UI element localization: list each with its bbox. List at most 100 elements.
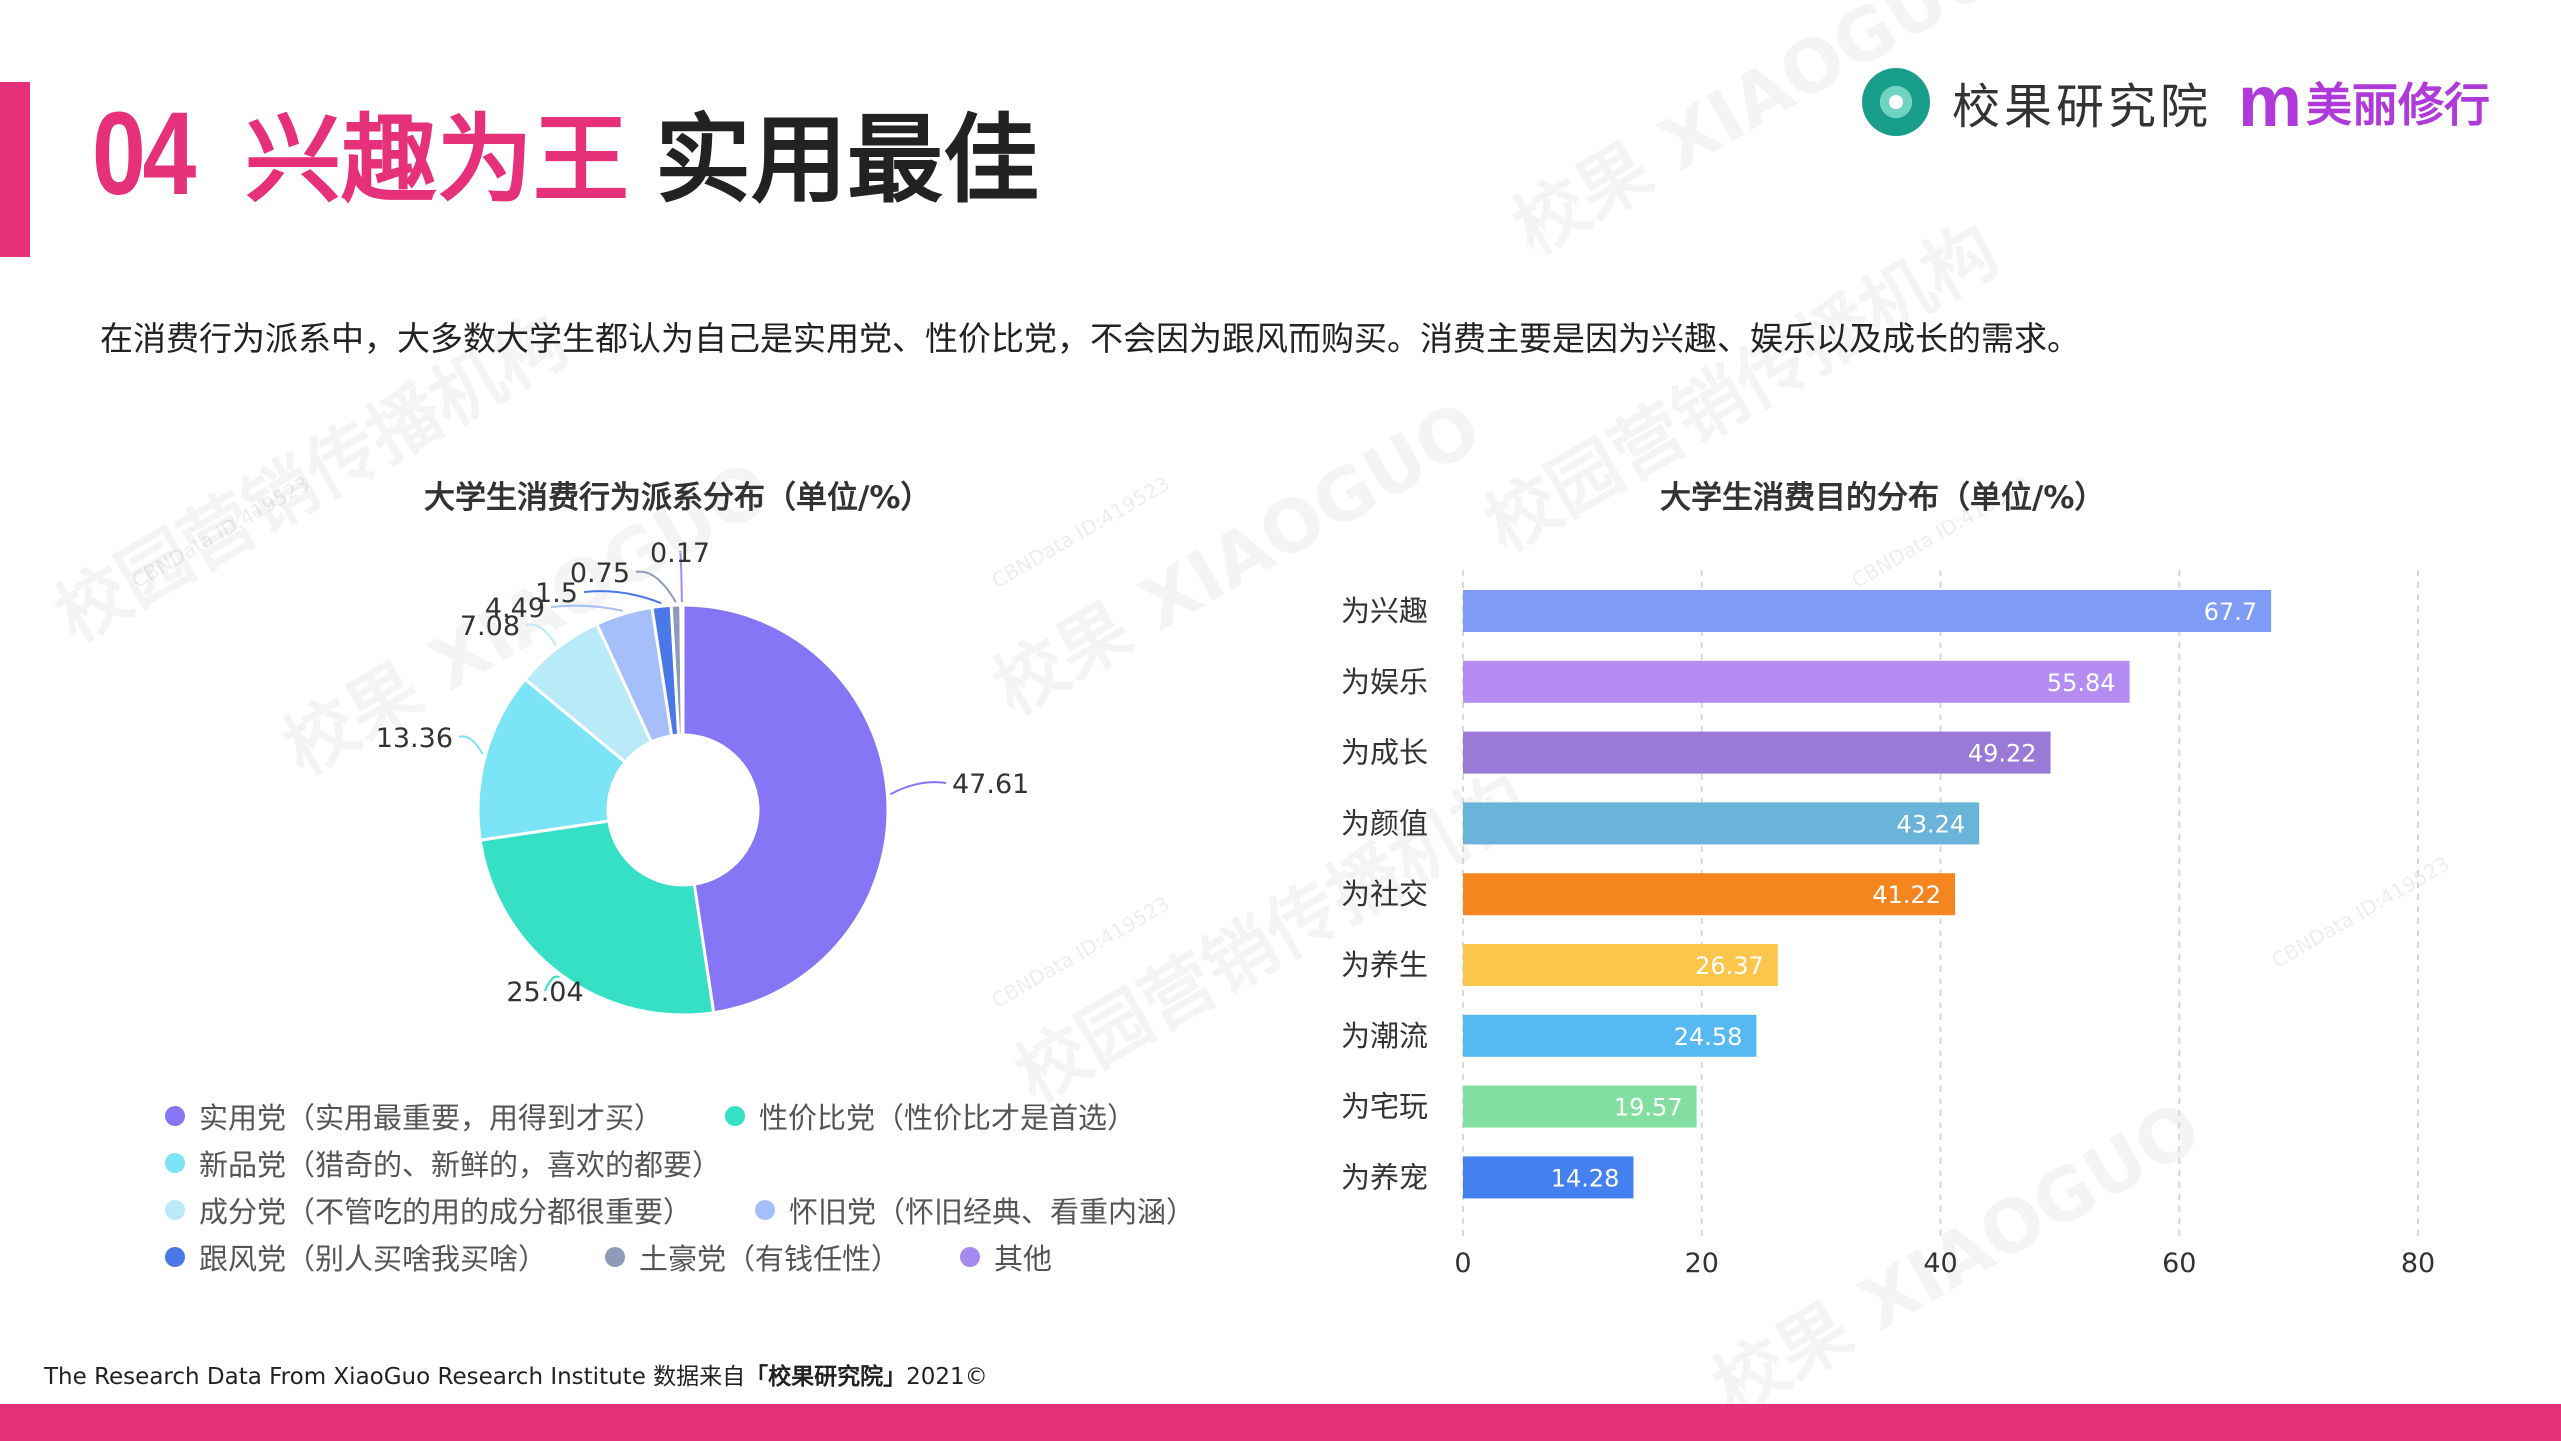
bar <box>1463 660 2130 703</box>
legend-dot-icon <box>755 1199 775 1220</box>
pie-slice <box>476 677 628 842</box>
x-tick-label: 40 <box>1923 1248 1957 1279</box>
legend-row: 实用党（实用最重要，用得到才买） 性价比党（性价比才是首选） <box>165 1092 1265 1139</box>
partner-name: 美丽修行 <box>2306 78 2491 132</box>
bar <box>1463 1085 1697 1128</box>
source-note: The Research Data From XiaoGuo Research … <box>44 1357 988 1391</box>
legend-item: 成分党（不管吃的用的成分都很重要） <box>165 1189 755 1231</box>
legend-dot-icon <box>165 1199 185 1220</box>
category-label: 为社交 <box>1341 877 1428 911</box>
bar <box>1463 1014 1757 1057</box>
page-title-highlight: 兴趣为王 <box>245 104 629 216</box>
pie-leader-line <box>889 781 947 796</box>
legend-label: 实用党（实用最重要，用得到才买） <box>199 1100 664 1135</box>
legend-item: 土豪党（有钱任性） <box>605 1236 960 1278</box>
source-suffix: 2021© <box>906 1364 988 1390</box>
source-name: 「校果研究院」 <box>745 1364 907 1390</box>
pie-leader-line <box>583 590 662 605</box>
pie-data-label: 0.17 <box>650 538 710 569</box>
bar-value-label: 24.58 <box>1674 1023 1743 1051</box>
pie-leader-line <box>458 735 484 755</box>
bar-value-label: 49.22 <box>1968 740 2037 768</box>
legend-dot-icon <box>605 1246 625 1267</box>
pie-leader-line <box>525 623 557 646</box>
pie-chart-title: 大学生消费行为派系分布（单位/%） <box>424 480 932 516</box>
legend-label: 其他 <box>994 1241 1053 1276</box>
source-prefix: The Research Data From XiaoGuo Research … <box>44 1364 746 1390</box>
bar-value-label: 19.57 <box>1614 1094 1683 1122</box>
category-label: 为宅玩 <box>1341 1090 1428 1124</box>
pie-slice <box>681 603 890 1015</box>
bar-value-label: 43.24 <box>1896 810 1965 838</box>
legend-row: 成分党（不管吃的用的成分都很重要） 怀旧党（怀旧经典、看重内涵） <box>165 1186 1265 1233</box>
x-tick-label: 0 <box>1454 1248 1471 1279</box>
x-tick-label: 80 <box>2401 1248 2435 1279</box>
pie-leader-line <box>544 975 560 992</box>
legend-label: 性价比党（性价比才是首选） <box>759 1100 1137 1135</box>
bar-value-label: 14.28 <box>1551 1164 1620 1192</box>
legend-item: 实用党（实用最重要，用得到才买） <box>165 1095 725 1137</box>
legend-label: 新品党（猎奇的、新鲜的，喜欢的都要） <box>199 1147 722 1182</box>
bar-chart: 0 20 40 60 80 67.7 为兴趣 55.84 为娱乐 49.22 为成长 43.24 为颜值… <box>1341 570 2435 1279</box>
bar-value-label: 55.84 <box>2047 669 2116 697</box>
legend-item: 新品党（猎奇的、新鲜的，喜欢的都要） <box>165 1142 721 1184</box>
pie-leader-line <box>679 550 683 603</box>
legend-label: 跟风党（别人买啥我买啥） <box>199 1241 548 1276</box>
legend-dot-icon <box>165 1105 185 1126</box>
legend-row: 新品党（猎奇的、新鲜的，喜欢的都要） <box>165 1139 1265 1186</box>
brand-logo-icon <box>1862 68 1930 136</box>
legend-dot-icon <box>960 1246 980 1267</box>
bar <box>1463 590 2272 632</box>
pie-data-label: 4.49 <box>485 593 545 624</box>
bar <box>1463 944 1778 986</box>
bar <box>1463 731 2051 774</box>
category-label: 为颜值 <box>1341 806 1428 840</box>
pie-slice <box>679 603 685 737</box>
legend-row: 跟风党（别人买啥我买啥） 土豪党（有钱任性） 其他 <box>165 1233 1265 1280</box>
legend-dot-icon <box>165 1246 185 1267</box>
pie-leader-line <box>635 570 677 603</box>
pie-data-label: 7.08 <box>460 611 520 642</box>
pie-data-label: 47.61 <box>952 769 1029 800</box>
bar-value-label: 26.37 <box>1695 952 1764 980</box>
brand-block: 校果研究院 m 美丽修行 <box>1862 62 2490 142</box>
bar-value-label: 67.7 <box>2204 598 2257 626</box>
category-label: 为娱乐 <box>1341 665 1428 699</box>
legend-dot-icon <box>165 1152 185 1173</box>
pie-data-label: 25.04 <box>506 977 583 1008</box>
intro-text: 在消费行为派系中，大多数大学生都认为自己是实用党、性价比党，不会因为跟风而购买。… <box>100 319 2080 358</box>
category-label: 为养宠 <box>1341 1160 1428 1194</box>
pie-chart: 47.61 25.04 13.36 7.084.491.50.75 0.17 <box>376 538 1029 1017</box>
bar <box>1463 1156 1634 1199</box>
legend-label: 怀旧党（怀旧经典、看重内涵） <box>789 1194 1196 1229</box>
pie-data-label: 0.75 <box>570 558 630 589</box>
x-tick-label: 20 <box>1685 1248 1719 1279</box>
bar <box>1463 802 1980 845</box>
bar <box>1463 873 1956 916</box>
legend-item: 怀旧党（怀旧经典、看重内涵） <box>755 1189 1195 1231</box>
accent-bar <box>0 82 30 257</box>
footer-band <box>0 1404 2561 1441</box>
page-title: 实用最佳 <box>655 104 1039 216</box>
category-label: 为成长 <box>1341 736 1428 770</box>
legend-label: 成分党（不管吃的用的成分都很重要） <box>199 1194 693 1229</box>
pie-data-label: 13.36 <box>376 723 453 754</box>
category-label: 为养生 <box>1341 948 1428 982</box>
section-number: 04 <box>92 88 196 220</box>
legend-item: 跟风党（别人买啥我买啥） <box>165 1236 605 1278</box>
pie-legend: 实用党（实用最重要，用得到才买） 性价比党（性价比才是首选） 新品党（猎奇的、新… <box>165 1092 1265 1280</box>
legend-dot-icon <box>725 1105 745 1126</box>
bar-chart-title: 大学生消费目的分布（单位/%） <box>1660 480 2106 516</box>
pie-data-label: 1.5 <box>535 578 578 609</box>
bar-value-label: 41.22 <box>1872 881 1941 909</box>
brand-name: 校果研究院 <box>1952 79 2213 135</box>
x-tick-label: 60 <box>2162 1248 2196 1279</box>
legend-item: 其他 <box>960 1236 1052 1278</box>
pie-slice <box>478 819 716 1017</box>
partner-logo-icon: m <box>2238 62 2303 142</box>
category-label: 为潮流 <box>1341 1019 1428 1053</box>
pie-leader-line <box>550 604 624 612</box>
legend-label: 土豪党（有钱任性） <box>639 1241 901 1276</box>
legend-item: 性价比党（性价比才是首选） <box>725 1095 1136 1137</box>
